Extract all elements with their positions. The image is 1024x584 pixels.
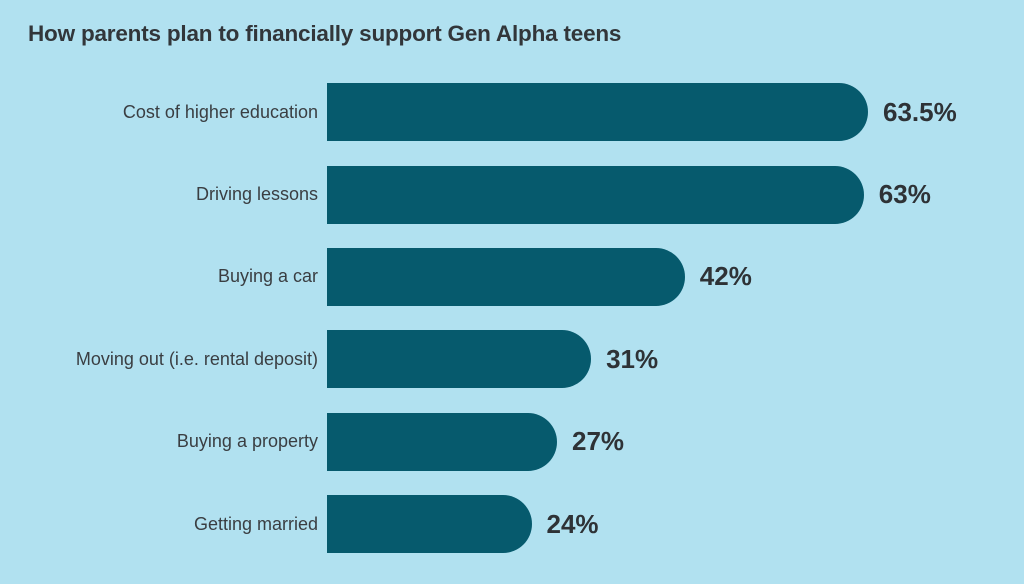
chart-title: How parents plan to financially support … (28, 21, 622, 46)
bar (327, 330, 592, 389)
bar-row: Moving out (i.e. rental deposit) 31% (0, 318, 1024, 400)
bar-row: Buying a property 27% (0, 401, 1024, 483)
bar-row: Getting married 24% (0, 483, 1024, 565)
bar-track: 31% (327, 330, 1024, 389)
bar (327, 83, 868, 142)
value-label: 63.5% (883, 96, 957, 127)
category-label: Driving lessons (195, 184, 318, 205)
bar (327, 247, 685, 306)
bar (327, 412, 557, 471)
bar-track: 24% (327, 495, 1024, 554)
value-label: 63% (878, 179, 931, 210)
bar-row: Buying a car 42% (0, 236, 1024, 318)
value-label: 24% (546, 508, 599, 539)
bar-track: 42% (327, 247, 1024, 306)
bar-track: 63% (327, 165, 1024, 224)
category-label: Getting married (193, 513, 318, 534)
value-label: 27% (572, 426, 625, 457)
bar-row: Driving lessons 63% (0, 153, 1024, 235)
category-label: Moving out (i.e. rental deposit) (75, 348, 318, 369)
category-label: Buying a car (217, 266, 318, 287)
category-label: Buying a property (176, 431, 318, 452)
bar-row: Cost of higher education 63.5% (0, 71, 1024, 153)
bar-track: 63.5% (327, 83, 1024, 142)
value-label: 42% (699, 261, 752, 292)
bar-chart: Cost of higher education 63.5% Driving l… (0, 71, 1024, 565)
bar (327, 495, 532, 554)
category-label: Cost of higher education (122, 101, 318, 122)
value-label: 31% (606, 343, 659, 374)
bar-track: 27% (327, 412, 1024, 471)
bar (327, 165, 864, 224)
